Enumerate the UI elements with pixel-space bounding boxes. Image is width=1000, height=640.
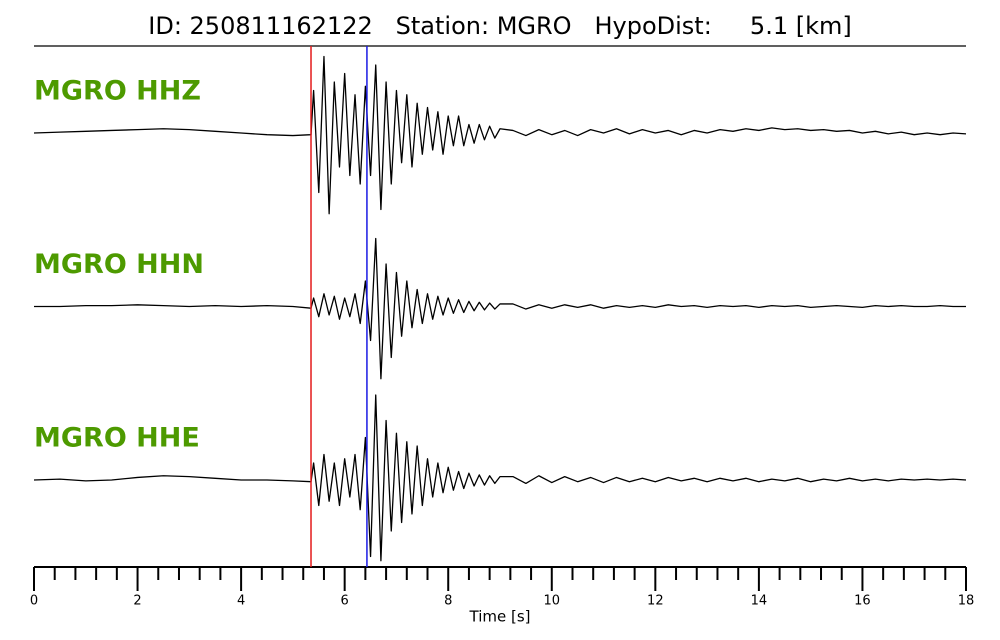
x-tick-label: 10 xyxy=(544,594,561,609)
waveform xyxy=(33,55,967,215)
x-tick-label: 8 xyxy=(444,594,452,609)
x-axis-label: Time [s] xyxy=(469,608,531,626)
waveform xyxy=(34,237,966,380)
x-tick-label: 14 xyxy=(751,594,768,609)
chart-title: ID: 250811162122 Station: MGRO HypoDist:… xyxy=(148,12,851,40)
trace-label: MGRO HHN xyxy=(34,249,204,280)
x-tick-label: 12 xyxy=(647,594,664,609)
x-tick-label: 18 xyxy=(958,594,975,609)
trace-label: MGRO HHE xyxy=(34,423,200,454)
x-tick-label: 4 xyxy=(237,594,245,609)
x-tick-label: 6 xyxy=(341,594,349,609)
trace-label: MGRO HHZ xyxy=(34,76,201,107)
waveform xyxy=(33,394,967,562)
x-tick-label: 0 xyxy=(30,594,38,609)
x-tick-label: 16 xyxy=(854,594,871,609)
x-tick-label: 2 xyxy=(133,594,141,609)
